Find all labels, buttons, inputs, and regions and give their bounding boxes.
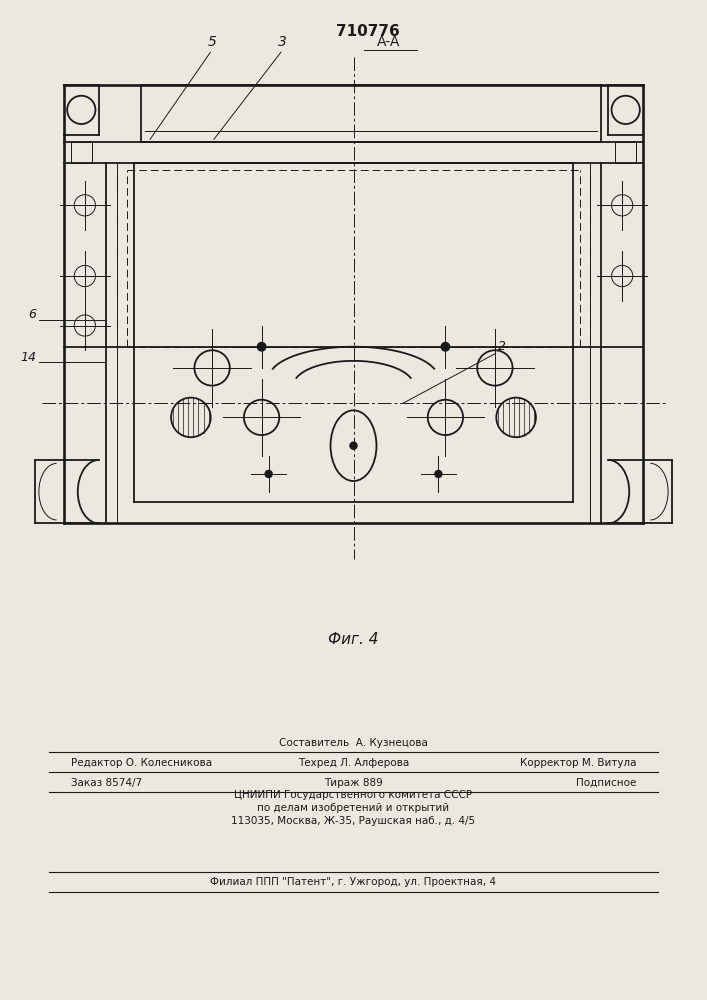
Text: 6: 6	[28, 308, 36, 321]
Text: Подписное: Подписное	[576, 778, 636, 788]
Bar	[71, 142, 92, 163]
Text: 710776: 710776	[336, 24, 399, 39]
Text: Составитель  А. Кузнецова: Составитель А. Кузнецова	[279, 738, 428, 748]
Text: Корректор М. Витула: Корректор М. Витула	[520, 758, 636, 768]
Text: 113035, Москва, Ж-35, Раушская наб., д. 4/5: 113035, Москва, Ж-35, Раушская наб., д. …	[231, 816, 476, 826]
Text: 5: 5	[208, 35, 216, 49]
Text: 2: 2	[498, 340, 506, 353]
Text: Заказ 8574/7: Заказ 8574/7	[71, 778, 142, 788]
Text: по делам изобретений и открытий: по делам изобретений и открытий	[257, 803, 450, 813]
Text: Филиал ППП "Патент", г. Ужгород, ул. Проектная, 4: Филиал ППП "Патент", г. Ужгород, ул. Про…	[211, 877, 496, 887]
Text: Тираж 889: Тираж 889	[324, 778, 383, 788]
Text: Редактор О. Колесникова: Редактор О. Колесникова	[71, 758, 212, 768]
Text: A-A: A-A	[377, 35, 401, 49]
Text: 3: 3	[279, 35, 287, 49]
Text: Фиг. 4: Фиг. 4	[328, 632, 379, 647]
Circle shape	[350, 442, 357, 449]
Circle shape	[441, 342, 450, 351]
Text: 14: 14	[21, 351, 36, 364]
Bar	[615, 142, 636, 163]
Circle shape	[257, 342, 266, 351]
Circle shape	[435, 470, 442, 478]
Text: ЦНИИПИ Государственного комитета СССР: ЦНИИПИ Государственного комитета СССР	[235, 790, 472, 800]
Text: Техред Л. Алферова: Техред Л. Алферова	[298, 758, 409, 768]
Circle shape	[265, 470, 272, 478]
